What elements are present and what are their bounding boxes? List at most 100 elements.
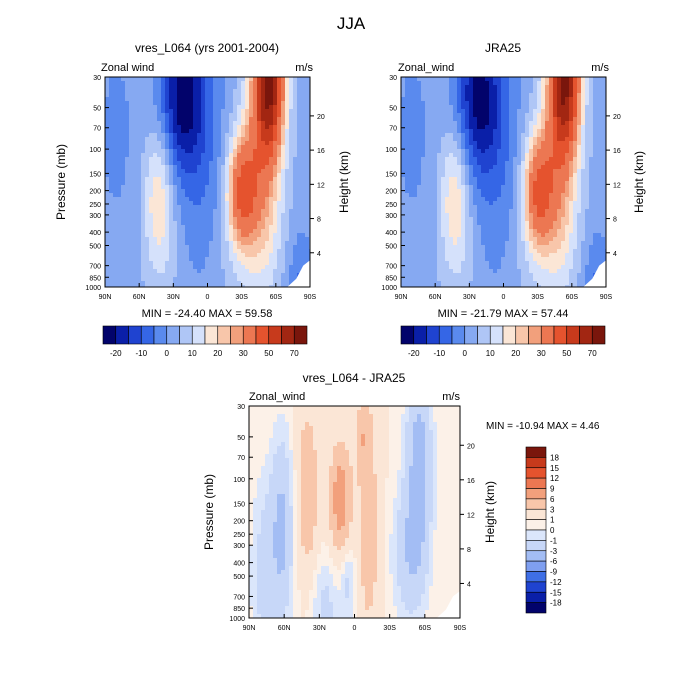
contour-cell: [553, 97, 558, 102]
contour-cell: [265, 169, 270, 174]
contour-cell: [453, 121, 458, 126]
contour-cell: [225, 109, 230, 114]
contour-cell: [157, 85, 162, 90]
contour-cell: [425, 125, 430, 130]
contour-cell: [217, 281, 222, 286]
contour-cell: [229, 157, 234, 162]
contour-cell: [225, 117, 230, 122]
contour-cell: [209, 93, 214, 98]
contour-cell: [557, 81, 562, 86]
contour-cell: [165, 77, 170, 82]
contour-cell: [133, 101, 138, 106]
contour-cell: [437, 221, 442, 226]
contour-cell: [289, 213, 294, 218]
contour-cell: [141, 121, 146, 126]
contour-cell: [445, 93, 450, 98]
contour-cell: [109, 105, 114, 110]
contour-cell: [561, 133, 566, 138]
contour-cell: [125, 101, 130, 106]
contour-cell: [233, 153, 238, 158]
contour-cell: [137, 185, 142, 190]
contour-cell: [449, 117, 454, 122]
contour-cell: [545, 81, 550, 86]
contour-cell: [429, 209, 434, 214]
contour-cell: [485, 233, 490, 238]
contour-cell: [229, 125, 234, 130]
contour-cell: [305, 245, 310, 250]
contour-cell: [149, 149, 154, 154]
contour-cell: [597, 77, 602, 82]
contour-cell: [565, 145, 570, 150]
contour-cell: [417, 205, 422, 210]
contour-cell: [269, 221, 274, 226]
contour-cell: [149, 197, 154, 202]
contour-cell: [453, 85, 458, 90]
contour-cell: [573, 137, 578, 142]
contour-cell: [233, 285, 238, 287]
contour-cell: [257, 233, 262, 238]
contour-cell: [297, 125, 302, 130]
contour-cell: [497, 89, 502, 94]
contour-cell: [269, 257, 274, 262]
contour-cell: [565, 225, 570, 230]
contour-cell: [545, 77, 550, 82]
contour-cell: [129, 281, 134, 286]
contour-cell: [417, 169, 422, 174]
contour-cell: [121, 225, 126, 230]
contour-cell: [429, 217, 434, 222]
contour-cell: [421, 221, 426, 226]
contour-cell: [497, 217, 502, 222]
contour-cell: [109, 249, 114, 254]
contour-cell: [421, 241, 426, 246]
contour-cell: [553, 217, 558, 222]
contour-cell: [265, 221, 270, 226]
contour-cell: [137, 149, 142, 154]
contour-cell: [601, 97, 606, 102]
contour-cell: [105, 185, 110, 190]
contour-cell: [141, 193, 146, 198]
contour-cell: [209, 217, 214, 222]
contour-cell: [293, 153, 298, 158]
contour-cell: [525, 173, 530, 178]
contour-cell: [525, 109, 530, 114]
contour-cell: [153, 261, 158, 266]
contour-cell: [541, 177, 546, 182]
contour-cell: [149, 205, 154, 210]
contour-cell: [289, 229, 294, 234]
contour-cell: [153, 237, 158, 242]
contour-cell: [113, 121, 118, 126]
contour-cell: [105, 261, 110, 266]
contour-cell: [197, 141, 202, 146]
contour-cell: [421, 157, 426, 162]
contour-cell: [525, 205, 530, 210]
contour-cell: [213, 221, 218, 226]
contour-cell: [149, 237, 154, 242]
contour-cell: [173, 265, 178, 270]
contour-cell: [129, 253, 134, 258]
contour-cell: [425, 189, 430, 194]
contour-cell: [133, 113, 138, 118]
contour-cell: [141, 241, 146, 246]
contour-cell: [525, 197, 530, 202]
contour-cell: [193, 245, 198, 250]
contour-cell: [565, 105, 570, 110]
contour-cell: [273, 225, 278, 230]
contour-cell: [441, 133, 446, 138]
contour-cell: [481, 89, 486, 94]
contour-cell: [437, 229, 442, 234]
contour-cell: [161, 161, 166, 166]
contour-cell: [457, 221, 462, 226]
contour-cell: [549, 201, 554, 206]
contour-cell: [457, 117, 462, 122]
contour-cell: [241, 277, 246, 282]
contour-cell: [569, 161, 574, 166]
contour-cell: [241, 197, 246, 202]
contour-cell: [113, 125, 118, 130]
contour-cell: [537, 193, 542, 198]
contour-cell: [225, 177, 230, 182]
contour-cell: [489, 85, 494, 90]
contour-cell: [513, 173, 518, 178]
contour-cell: [581, 113, 586, 118]
contour-cell: [569, 77, 574, 82]
